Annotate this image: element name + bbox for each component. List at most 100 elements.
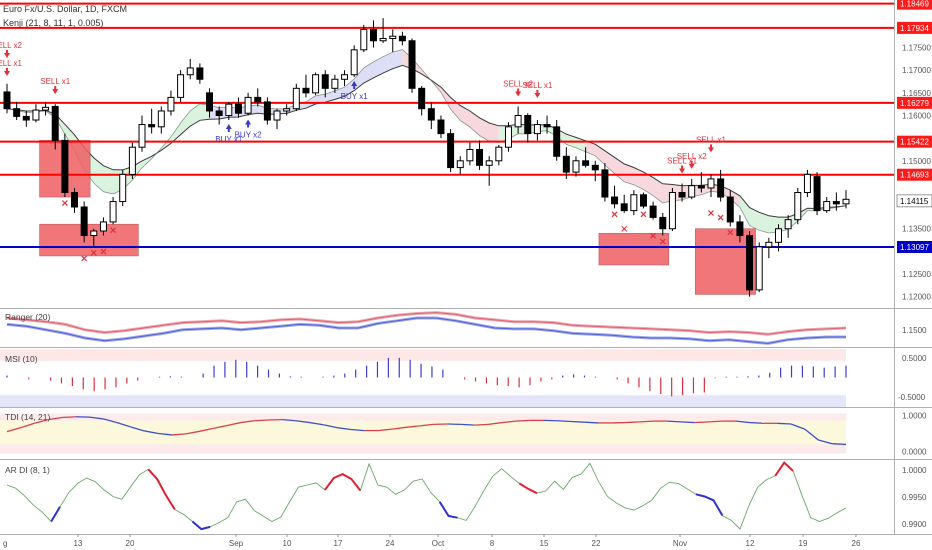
- candle-body-bull: [803, 173, 811, 194]
- tdi-line: [474, 423, 489, 426]
- candle: [813, 172, 821, 216]
- ardi-highlight-segment: [324, 472, 362, 492]
- last-price-tag: [896, 194, 932, 208]
- candle-body-bull: [842, 198, 850, 205]
- candle: [726, 190, 734, 227]
- candle: [447, 129, 455, 173]
- tdi-line: [460, 423, 475, 426]
- candle-body-bull: [379, 38, 387, 42]
- ribbon-segment: [739, 195, 846, 233]
- candle-body-bull: [273, 110, 281, 121]
- candle-body-bear: [302, 87, 310, 94]
- sell-signal-label: SELL x1: [667, 156, 697, 165]
- candle: [167, 90, 175, 116]
- candle-body-bull: [186, 67, 194, 76]
- candle-body-bull: [225, 103, 233, 116]
- msi-oversold-band: [0, 395, 846, 407]
- candle: [495, 144, 503, 166]
- candle-body-bear: [649, 205, 657, 218]
- level-price-text: 1.17934: [900, 24, 929, 33]
- candle-body-bull: [456, 160, 464, 169]
- candle: [206, 88, 214, 118]
- sell-signal-label: SELL x2: [0, 41, 23, 50]
- candle: [630, 190, 638, 216]
- sell-signal-label: SELL x1: [40, 77, 70, 86]
- candle: [225, 101, 233, 121]
- sell-zone-box: [695, 228, 756, 295]
- candle: [3, 83, 11, 114]
- tdi-line: [350, 428, 365, 432]
- candle-body-bull: [794, 192, 802, 221]
- candle-body-bear: [543, 124, 551, 128]
- cross-mark-icon: [727, 229, 734, 236]
- candle: [418, 86, 426, 116]
- candle-body-bull: [157, 110, 165, 128]
- tdi-line: [20, 422, 35, 429]
- ardi-highlight-segment: [438, 501, 458, 519]
- candle: [138, 115, 146, 152]
- candle: [263, 97, 271, 125]
- candle-body-bull: [341, 74, 349, 80]
- candle: [582, 147, 590, 168]
- candle: [823, 197, 831, 213]
- candle-body-bull: [755, 246, 763, 291]
- tdi-line: [171, 433, 186, 436]
- candle-body-bull: [244, 96, 252, 114]
- candle: [649, 201, 657, 220]
- candle-body-bear: [418, 87, 426, 110]
- tdi-line: [708, 420, 723, 423]
- candle: [22, 110, 30, 127]
- sell-signal-label: SELL x1: [522, 81, 552, 90]
- candle: [13, 101, 21, 121]
- cross-mark-icon: [717, 214, 724, 221]
- msi-title: MSI (10): [5, 354, 38, 364]
- candle-body-bull: [128, 146, 136, 175]
- candle: [42, 101, 50, 116]
- candle: [717, 169, 725, 202]
- candle: [302, 74, 310, 98]
- candles: [3, 18, 850, 297]
- tdi-line: [639, 420, 654, 423]
- candle: [466, 142, 474, 166]
- candle: [119, 169, 127, 207]
- candle: [591, 160, 599, 182]
- candle-body-bear: [476, 148, 484, 166]
- candle-body-bull: [389, 35, 397, 40]
- candle-body-bear: [263, 101, 271, 121]
- candle: [688, 178, 696, 200]
- candle-body-bear: [553, 126, 561, 157]
- cross-mark-icon: [708, 210, 714, 216]
- candle: [369, 20, 377, 48]
- tdi-line: [116, 421, 131, 428]
- candle-body-bear: [408, 40, 416, 89]
- candle: [504, 122, 512, 152]
- candle: [427, 101, 435, 130]
- candle-body-bear: [254, 96, 262, 103]
- candle: [99, 217, 107, 236]
- candle-body-bear: [746, 235, 754, 291]
- level-price-tag: [897, 96, 932, 109]
- candle-body-bull: [707, 178, 715, 189]
- candle: [177, 70, 185, 102]
- level-price-tag: [897, 168, 932, 181]
- time-tick-label: Oct: [432, 539, 445, 548]
- tdi-line: [694, 421, 709, 424]
- sell-arrow-icon: [4, 50, 10, 58]
- candle-body-bull: [331, 78, 339, 89]
- tdi-line: [295, 420, 310, 424]
- sell-zone-box: [598, 232, 670, 266]
- candle-body-bull: [312, 74, 320, 94]
- candle-body-bear: [369, 28, 377, 42]
- candle-body-bear: [620, 203, 628, 212]
- tdi-line: [282, 419, 296, 422]
- candle: [765, 237, 773, 259]
- time-tick-label: 17: [334, 539, 343, 548]
- tdi-line: [502, 420, 516, 424]
- tdi-line: [680, 421, 695, 424]
- tdi-line: [103, 418, 118, 424]
- candle-body-bear: [562, 155, 570, 173]
- time-tick-label: g: [3, 539, 7, 548]
- candle: [803, 169, 811, 198]
- cross-mark-icon: [100, 248, 107, 255]
